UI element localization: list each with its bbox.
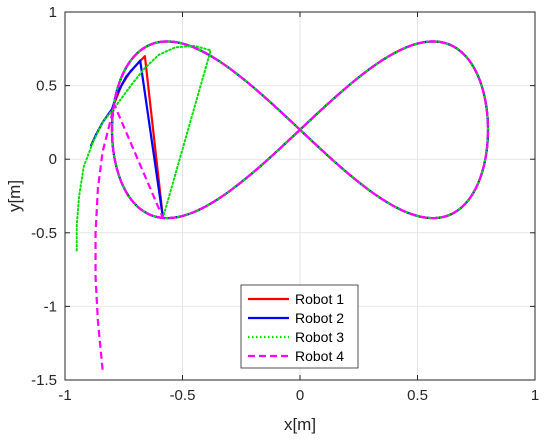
y-tick-label: -0.5: [31, 225, 57, 242]
x-tick-label: -0.5: [170, 387, 196, 404]
legend-label-robot-2: Robot 2: [295, 310, 344, 326]
series-line-robot-4: [94, 40, 490, 370]
x-axis-label: x[m]: [284, 415, 316, 434]
x-tick-label: 0: [296, 387, 304, 404]
legend-label-robot-3: Robot 3: [295, 329, 344, 345]
x-tick-label: 0.5: [407, 387, 428, 404]
y-axis-label: y[m]: [5, 180, 24, 212]
tick-labels: -1 -0.5 0 0.5 1-1.5-1-0.500.51: [31, 4, 539, 404]
y-tick-label: 1: [49, 4, 57, 21]
y-tick-label: 0.5: [36, 78, 57, 95]
y-tick-label: 0: [49, 151, 57, 168]
legend: Robot 1 Robot 2 Robot 3 Robot 4: [240, 284, 359, 369]
y-tick-label: -1: [44, 298, 57, 315]
trajectory-lines: [75, 40, 490, 370]
tick-marks: [64, 11, 536, 381]
x-tick-label: 1: [531, 387, 539, 404]
y-tick-label: -1.5: [31, 372, 57, 389]
x-tick-label: -1: [58, 387, 71, 404]
legend-label-robot-4: Robot 4: [295, 348, 344, 364]
legend-label-robot-1: Robot 1: [295, 291, 344, 307]
